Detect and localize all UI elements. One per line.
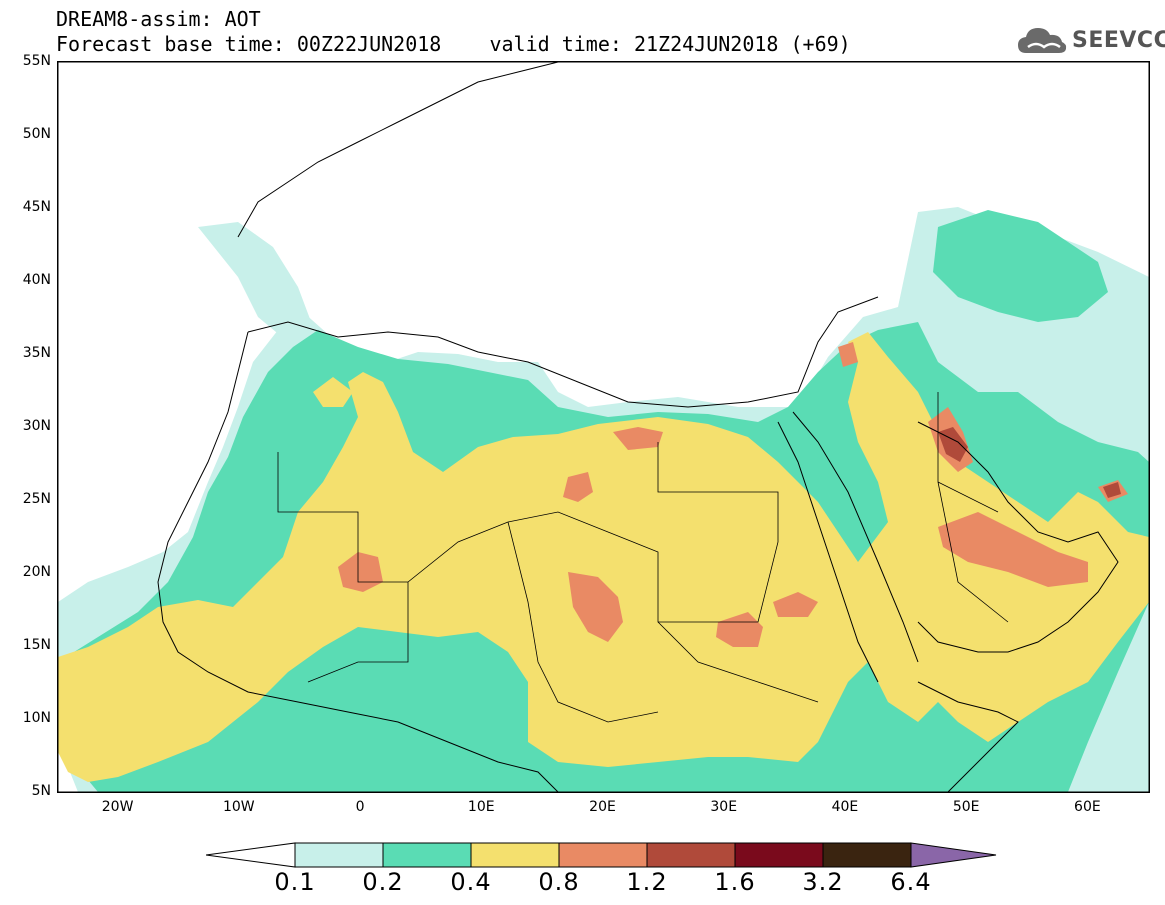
lon-tick-label: 20E — [589, 799, 616, 815]
colorbar-tick-label: 1.6 — [714, 868, 756, 896]
lat-tick-label: 20N — [22, 564, 51, 580]
colorbar-tick-label: 6.4 — [890, 868, 932, 896]
lat-tick-label: 5N — [31, 783, 51, 799]
coastline-horn — [917, 681, 1019, 792]
colorbar-low-arrow — [206, 842, 296, 868]
colorbar-high-arrow — [910, 842, 997, 868]
colorbar-bin-0.1-0.2 — [294, 842, 384, 868]
lon-tick-label: 30E — [710, 799, 738, 815]
aot-field-0.8-i — [838, 342, 858, 367]
colorbar-bin-0.2-0.4 — [382, 842, 472, 868]
aot-field-0.8-g — [938, 512, 1088, 587]
lon-tick-label: 0 — [355, 799, 365, 815]
seevccc-logo: SEEVCCC — [1016, 22, 1165, 58]
coastline-europe — [237, 62, 559, 238]
lon-tick-label: 10E — [467, 799, 495, 815]
aot-field-0.8-f — [773, 592, 818, 617]
border-lines — [277, 392, 1009, 723]
aot-field-0.4-arabia-east — [938, 642, 1043, 722]
colorbar-bin-1.2-1.6 — [646, 842, 736, 868]
coastline-mediterranean — [247, 296, 879, 408]
lat-tick-label: 50N — [22, 126, 51, 142]
colorbar-tick-label: 0.8 — [538, 868, 580, 896]
lat-tick-label: 30N — [22, 418, 51, 434]
logo-text: SEEVCCC — [1072, 27, 1165, 53]
lat-tick-label: 25N — [22, 491, 51, 507]
coastline-west-africa — [157, 331, 559, 792]
map-title: DREAM8-assim: AOT — [56, 7, 261, 31]
colorbar-tick-label: 3.2 — [802, 868, 844, 896]
colorbar-tick-label: 0.2 — [362, 868, 404, 896]
lat-tick-label: 45N — [22, 199, 51, 215]
aot-map — [57, 61, 1150, 793]
lat-tick-label: 55N — [22, 53, 51, 69]
cloud-icon — [1018, 28, 1067, 53]
colorbar-bin-3.2-6.4 — [822, 842, 912, 868]
coastline-red-sea — [777, 411, 919, 683]
colorbar-tick-label: 0.4 — [450, 868, 492, 896]
lat-tick-label: 40N — [22, 272, 51, 288]
aot-field-1.2-b — [1103, 482, 1121, 498]
lat-tick-label: 35N — [22, 345, 51, 361]
colorbar-bin-1.6-3.2 — [734, 842, 824, 868]
lon-tick-label: 20W — [101, 799, 134, 815]
aot-field-0.8-e — [716, 612, 763, 647]
colorbar-tick-label: 0.1 — [274, 868, 316, 896]
map-canvas — [58, 62, 1149, 792]
aot-field-0.8-c — [613, 427, 663, 450]
lat-tick-label: 10N — [22, 710, 51, 726]
colorbar — [206, 842, 997, 868]
aot-field-0.4-morocco — [313, 377, 353, 407]
aot-field-0.4 — [58, 332, 1149, 782]
colorbar-bin-0.8-1.2 — [558, 842, 648, 868]
aot-field-0.1-atlantic — [198, 222, 313, 342]
lon-tick-label: 10W — [222, 799, 255, 815]
lat-tick-label: 15N — [22, 637, 51, 653]
lon-tick-label: 40E — [831, 799, 859, 815]
forecast-time-line: Forecast base time: 00Z22JUN2018 valid t… — [56, 32, 851, 56]
lon-tick-label: 60E — [1074, 799, 1101, 815]
lon-tick-label: 50E — [952, 799, 980, 815]
aot-field-0.8-d — [563, 472, 593, 502]
aot-field-0.2-caspian — [933, 210, 1108, 322]
coastline-arabia — [917, 421, 1119, 653]
colorbar-tick-label: 1.2 — [626, 868, 668, 896]
aot-field-0.8-b — [568, 572, 623, 642]
colorbar-bin-0.4-0.8 — [470, 842, 560, 868]
